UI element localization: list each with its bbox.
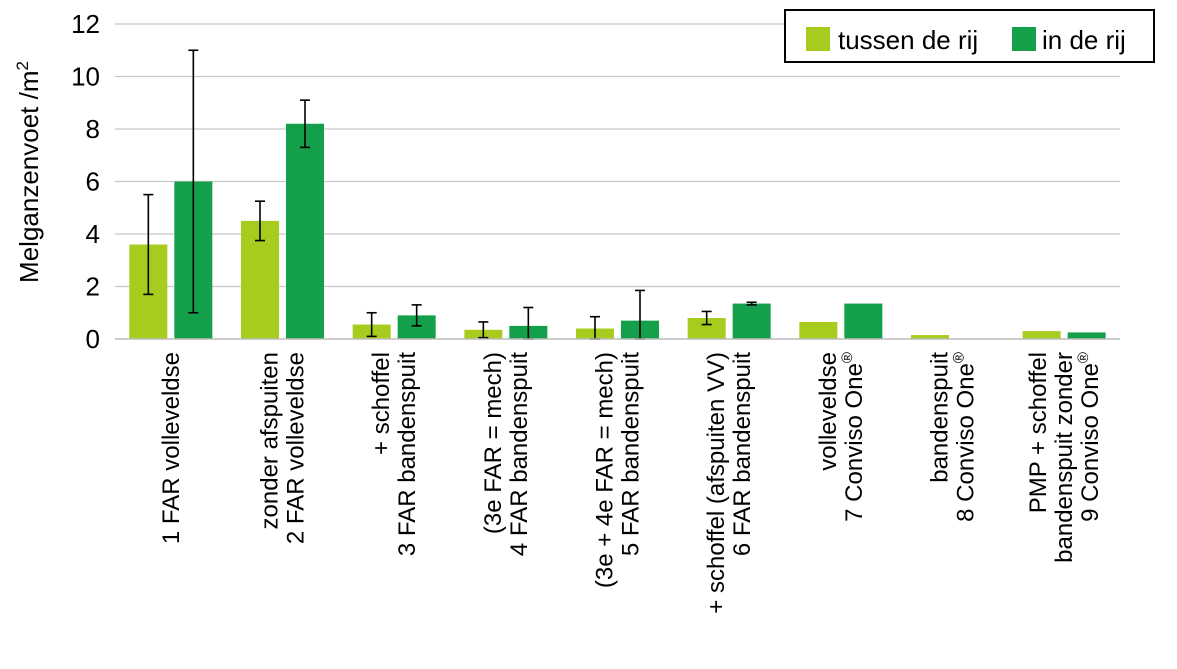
y-axis-title: Melganzenvoet /m2: [13, 61, 44, 283]
legend: tussen de rij in de rij: [784, 9, 1155, 63]
category-label-8: 8 Conviso One®bandenspuit: [927, 352, 980, 522]
category-label-line: bandenspuit zonder: [1051, 352, 1078, 563]
y-tick-label: 8: [86, 114, 100, 144]
y-axis-title-text: Melganzenvoet /m: [14, 71, 44, 283]
category-label-line: 7 Conviso One®: [839, 352, 868, 522]
category-label-3: 3 FAR bandenspuit+ schoffel: [368, 352, 421, 556]
category-label-line: 9 Conviso One®: [1075, 352, 1104, 522]
error-bar: [701, 310, 712, 326]
legend-label-in: in de rij: [1042, 25, 1126, 55]
error-bar: [143, 193, 154, 296]
gridlines: [115, 23, 1120, 288]
error-bar: [300, 99, 310, 149]
category-label-line: (3e FAR = mech): [480, 352, 507, 534]
error-bar: [411, 304, 422, 327]
error-bar: [255, 200, 265, 242]
y-tick-label: 12: [71, 9, 100, 39]
category-label-line: 1 FAR volleveldse: [158, 352, 185, 544]
error-bar: [188, 49, 199, 314]
y-tick-label: 10: [71, 62, 100, 92]
category-label-line: volleveldse: [815, 352, 842, 471]
category-label-line: + schoffel (afspuiten VV): [703, 352, 730, 614]
error-bar: [478, 321, 489, 339]
category-label-line: bandenspuit: [927, 352, 954, 483]
category-label-6: 6 FAR bandenspuit+ schoffel (afspuiten V…: [703, 352, 756, 614]
y-tick-label: 6: [86, 167, 100, 197]
y-tick-labels: 0 2 4 6 8 10 12: [71, 9, 100, 354]
category-label-7: 7 Conviso One®volleveldse: [815, 352, 868, 522]
bar-in-3: [397, 315, 436, 339]
category-label-line: PMP + schoffel: [1025, 352, 1052, 513]
category-label-line: zonder afspuiten: [257, 352, 284, 529]
legend-swatch-in: [1012, 27, 1036, 51]
legend-swatch-tussen: [806, 27, 830, 51]
error-bars: [143, 49, 757, 340]
category-label-4: 4 FAR bandenspuit(3e FAR = mech): [480, 352, 533, 556]
bar-in-2: [286, 123, 324, 339]
category-label-line: 3 FAR bandenspuit: [394, 352, 421, 556]
error-bar: [746, 301, 757, 306]
category-label-line: 6 FAR bandenspuit: [729, 352, 756, 556]
bar-in-9: [1067, 332, 1106, 339]
category-label-line: 5 FAR bandenspuit: [618, 352, 645, 556]
category-label-line: 2 FAR volleveldse: [283, 352, 310, 544]
y-tick-label: 4: [86, 219, 100, 249]
legend-label-tussen: tussen de rij: [838, 25, 978, 55]
category-label-line: 8 Conviso One®: [951, 352, 980, 522]
error-bar: [366, 311, 377, 338]
bar-tussen-9: [1022, 331, 1061, 339]
bar-tussen-8: [911, 335, 949, 339]
category-label-5: 5 FAR bandenspuit(3e + 4e FAR = mech): [592, 352, 645, 588]
category-label-line: 4 FAR bandenspuit: [506, 352, 533, 556]
bars: [129, 123, 1106, 339]
bar-tussen-7: [799, 321, 838, 339]
bar-tussen-6: [687, 318, 726, 339]
y-axis-title-superscript: 2: [13, 61, 32, 70]
bar-in-6: [732, 303, 771, 339]
category-label-line: (3e + 4e FAR = mech): [592, 352, 619, 588]
y-tick-label: 2: [86, 272, 100, 302]
bar-in-7: [844, 303, 883, 339]
category-label-1: 1 FAR volleveldse: [158, 352, 185, 544]
category-labels: 1 FAR volleveldse 2 FAR volleveldsezonder…: [158, 352, 1104, 614]
legend-box: [784, 9, 1155, 63]
category-label-line: + schoffel: [368, 352, 395, 455]
y-tick-label: 0: [86, 324, 100, 354]
